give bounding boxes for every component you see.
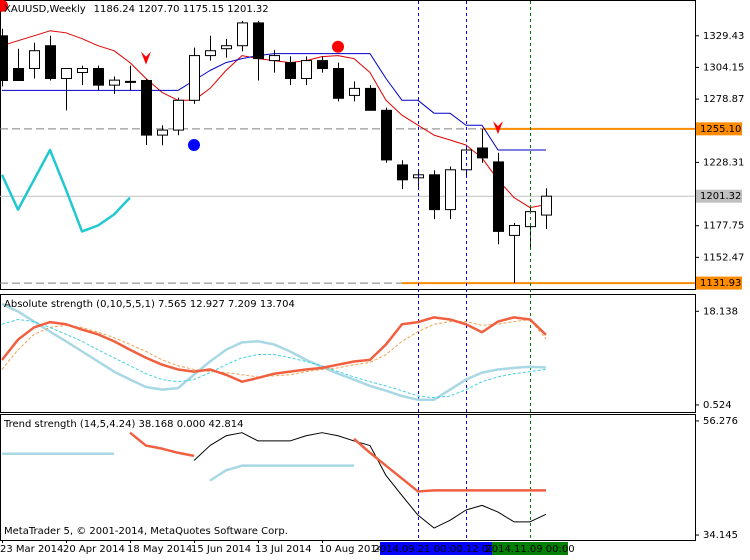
candle-body [333, 67, 344, 99]
candle-body [237, 22, 248, 47]
panel-frame [0, 0, 696, 290]
candle-body [29, 50, 40, 69]
level-label-box [696, 122, 742, 136]
date-label: 2014.09.21 00:00 [373, 544, 462, 555]
candle-body [109, 79, 120, 86]
indicator-line [1, 316, 547, 383]
candle-body [301, 60, 312, 80]
signal-dot [0, 0, 8, 12]
x-tick-label: 13 Jul 2014 [255, 544, 312, 555]
y-tick-label: 1304.15 [703, 62, 744, 73]
ohlc-values: 1186.24 1207.70 1175.15 1201.32 [94, 4, 269, 15]
candle-body [77, 67, 88, 73]
x-tick-label: 18 May 2014 [127, 544, 192, 555]
y-tick-label: 18.138 [703, 306, 738, 317]
level-label-box [696, 276, 742, 290]
x-tick-label: 15 Jun 2014 [191, 544, 251, 555]
indicator-line [129, 431, 547, 493]
panel-frame [0, 294, 696, 413]
signal-arrow [141, 51, 151, 65]
candle-body [125, 80, 136, 83]
signal-arrow [493, 121, 503, 135]
y-tick-label: 1329.43 [703, 31, 744, 42]
x-tick-label: 23 Mar 2014 [0, 544, 63, 555]
y-tick-label: 1177.75 [703, 221, 744, 232]
candle-body [157, 129, 168, 136]
date-label: 2014.10.12 00:00 [421, 544, 510, 555]
y-tick-label: 56.276 [703, 416, 738, 427]
candle-body [541, 195, 552, 216]
date-label-box [492, 542, 568, 555]
candle-body [0, 35, 8, 82]
candle-body [349, 87, 360, 96]
panel-frame [0, 414, 696, 541]
candle-body [285, 62, 296, 80]
indicator-line [2, 452, 354, 482]
candle-body [317, 60, 328, 69]
indicator-line [1, 302, 547, 402]
candle-body [381, 109, 392, 161]
y-tick-label: 0.524 [703, 400, 732, 411]
y-tick-label: 1152.47 [703, 252, 744, 263]
candle-body [205, 50, 216, 57]
candle-body [13, 67, 24, 82]
signal-dot [332, 40, 344, 53]
candle-body [93, 67, 104, 86]
candle-body [189, 55, 200, 101]
chart-title-name: XAUUSD,Weekly [4, 4, 86, 15]
candle-body [269, 55, 280, 62]
candle-body [173, 99, 184, 131]
candle-body [141, 80, 152, 136]
panel-title: Absolute strength (0,10,5,5,1) 7.565 12.… [4, 299, 295, 310]
level-label-box [696, 189, 742, 203]
candle-body [45, 45, 56, 80]
candle-body [365, 87, 376, 111]
indicator-line [0, 148, 131, 233]
candle-body [221, 45, 232, 50]
x-tick-label: 10 Aug 2014 [319, 544, 383, 555]
indicator-line [1, 318, 547, 399]
candle-body [429, 174, 440, 211]
candle-body [477, 147, 488, 159]
date-label-box [380, 542, 456, 555]
footer: MetaTrader 5, © 2001-2014, MetaQuotes So… [4, 526, 288, 537]
y-tick-label: 1278.87 [703, 94, 744, 105]
date-label: 2014.11.09 00:00 [485, 544, 574, 555]
candle-body [445, 169, 456, 211]
candle-body [509, 225, 520, 236]
indicator-line [193, 432, 547, 529]
level-label: 1201.32 [700, 191, 741, 202]
signal-dot [188, 139, 200, 151]
candle-body [253, 22, 264, 60]
chart-title: XAUUSD,Weekly 1186.24 1207.70 1175.15 120… [4, 4, 269, 15]
y-tick-label: 1228.31 [703, 157, 744, 168]
panel-title: Trend strength (14,5,4.24) 38.168 0.000 … [3, 419, 244, 430]
candle-body [493, 161, 504, 232]
y-tick-label: 34.145 [703, 530, 738, 541]
x-tick-label: 20 Apr 2014 [63, 544, 125, 555]
candle-body [397, 164, 408, 181]
level-label: 1255.10 [700, 124, 741, 135]
candle-body [61, 67, 72, 80]
level-label: 1131.93 [700, 278, 741, 289]
